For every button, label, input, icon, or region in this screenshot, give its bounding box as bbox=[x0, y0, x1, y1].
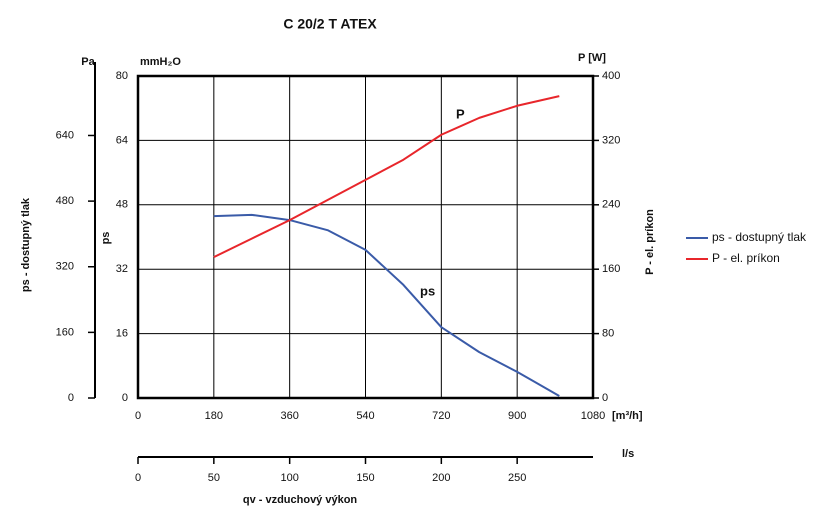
x-label: qv - vzduchový výkon bbox=[243, 494, 358, 506]
x2-tick-label: 50 bbox=[208, 472, 220, 484]
x2-tick-label: 200 bbox=[432, 472, 450, 484]
y2-tick-label: 0 bbox=[602, 392, 608, 404]
x-tick-label: 540 bbox=[356, 410, 374, 422]
x2-tick-label: 150 bbox=[356, 472, 374, 484]
x-tick-label: 900 bbox=[508, 410, 526, 422]
y2-tick-label: 320 bbox=[602, 134, 620, 146]
y2-tick-label: 80 bbox=[602, 328, 614, 340]
series-line bbox=[213, 213, 560, 397]
y3-tick-label: 320 bbox=[56, 261, 74, 273]
y2-tick-label: 400 bbox=[602, 70, 620, 82]
x-unit: [m³/h] bbox=[612, 410, 643, 422]
series-label: ps bbox=[420, 283, 435, 298]
legend-label: ps - dostupný tlak bbox=[712, 230, 807, 244]
y-tick-label: 80 bbox=[116, 70, 128, 82]
y3-tick-label: 0 bbox=[68, 392, 74, 404]
y2-unit: P [W] bbox=[578, 52, 606, 64]
y-tick-label: 32 bbox=[116, 263, 128, 275]
y-unit: mmH₂O bbox=[140, 56, 181, 68]
y2-tick-label: 160 bbox=[602, 263, 620, 275]
plot-frame bbox=[136, 74, 595, 400]
y3-tick-label: 160 bbox=[56, 326, 74, 338]
x2-tick-label: 250 bbox=[508, 472, 526, 484]
x2-tick-label: 100 bbox=[280, 472, 298, 484]
x2-tick-label: 0 bbox=[135, 472, 141, 484]
y3-tick-label: 640 bbox=[56, 129, 74, 141]
y-label: ps bbox=[100, 232, 112, 245]
x2-unit: l/s bbox=[622, 448, 634, 460]
legend-label: P - el. príkon bbox=[712, 251, 780, 265]
series-label: P bbox=[456, 106, 465, 121]
x-tick-label: 720 bbox=[432, 410, 450, 422]
series-line bbox=[213, 95, 560, 259]
y3-tick-label: 480 bbox=[56, 195, 74, 207]
x-tick-label: 180 bbox=[205, 410, 223, 422]
y3-unit: Pa bbox=[81, 56, 95, 68]
x-tick-label: 360 bbox=[280, 410, 298, 422]
y-tick-label: 64 bbox=[116, 134, 128, 146]
y-tick-label: 0 bbox=[122, 392, 128, 404]
y2-label: P - el. príkon bbox=[644, 209, 656, 275]
x-tick-label: 1080 bbox=[581, 410, 605, 422]
y-tick-label: 16 bbox=[116, 328, 128, 340]
chart-title: C 20/2 T ATEX bbox=[283, 16, 377, 32]
y3-label: ps - dostupný tlak bbox=[20, 197, 32, 292]
x-tick-label: 0 bbox=[135, 410, 141, 422]
y2-tick-label: 240 bbox=[602, 199, 620, 211]
y-tick-label: 48 bbox=[116, 199, 128, 211]
